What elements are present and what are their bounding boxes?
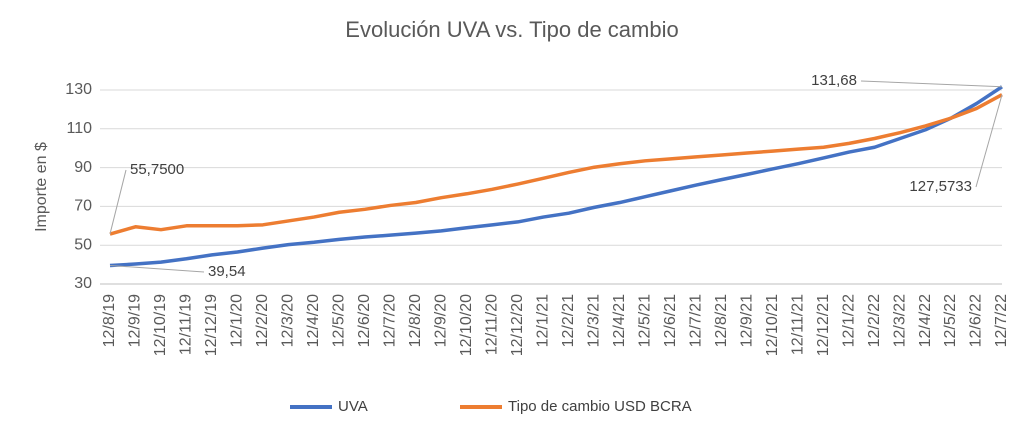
x-tick-label: 12/9/20	[433, 294, 450, 347]
y-tick-label: 90	[74, 159, 92, 176]
series-line	[109, 85, 1003, 268]
x-tick-label: 12/3/20	[280, 294, 297, 347]
series-line	[109, 93, 1003, 236]
x-tick-label: 12/2/20	[254, 294, 271, 347]
x-tick-label: 12/10/20	[458, 294, 475, 356]
y-tick-label: 70	[74, 198, 92, 215]
legend-label: UVA	[338, 398, 368, 415]
x-tick-label: 12/2/22	[866, 294, 883, 347]
chart-title: Evolución UVA vs. Tipo de cambio	[345, 17, 678, 42]
x-tick-label: 12/8/20	[407, 294, 424, 347]
x-tick-label: 12/9/19	[127, 294, 144, 347]
x-tick-label: 12/9/21	[738, 294, 755, 347]
data-label: 127,5733	[909, 178, 972, 195]
x-tick-label: 12/8/21	[713, 294, 730, 347]
x-tick-label: 12/5/22	[942, 294, 959, 347]
x-tick-label: 12/1/20	[229, 294, 246, 347]
x-tick-label: 12/7/21	[687, 294, 704, 347]
x-tick-label: 12/12/19	[203, 294, 220, 356]
x-tick-label: 12/11/20	[484, 294, 501, 355]
data-label: 131,68	[811, 72, 857, 89]
x-tick-label: 12/2/21	[560, 294, 577, 347]
data-label: 55,7500	[130, 161, 184, 178]
x-tick-label: 12/7/22	[993, 294, 1010, 347]
x-tick-label: 12/1/22	[840, 294, 857, 347]
x-tick-label: 12/4/21	[611, 294, 628, 347]
x-tick-label: 12/6/20	[356, 294, 373, 347]
data-label: 39,54	[208, 263, 246, 280]
x-tick-label: 12/4/22	[917, 294, 934, 347]
y-tick-label: 30	[74, 275, 92, 292]
x-tick-label: 12/6/21	[662, 294, 679, 347]
x-tick-label: 12/10/19	[152, 294, 169, 356]
annotation-leader	[109, 169, 127, 235]
annotation-leader	[975, 94, 1003, 188]
x-tick-label: 12/10/21	[764, 294, 781, 356]
x-tick-label: 12/11/21	[789, 294, 806, 355]
annotation-leader	[109, 264, 205, 273]
x-tick-label: 12/12/21	[815, 294, 832, 356]
y-tick-label: 50	[74, 236, 92, 253]
x-tick-label: 12/3/21	[585, 294, 602, 347]
x-tick-label: 12/6/22	[968, 294, 985, 347]
annotation-leader	[860, 80, 1003, 88]
x-tick-label: 12/4/20	[305, 294, 322, 347]
y-tick-label: 110	[66, 120, 92, 137]
legend-label: Tipo de cambio USD BCRA	[508, 398, 692, 415]
x-tick-label: 12/12/20	[509, 294, 526, 356]
x-tick-label: 12/3/22	[891, 294, 908, 347]
x-tick-label: 12/5/21	[636, 294, 653, 347]
x-tick-label: 12/5/20	[331, 294, 348, 347]
x-tick-label: 12/8/19	[101, 294, 118, 347]
x-tick-label: 12/7/20	[382, 294, 399, 347]
x-tick-label: 12/11/19	[178, 294, 195, 355]
x-tick-label: 12/1/21	[534, 294, 551, 347]
y-axis-label: Importe en $	[33, 142, 50, 232]
y-tick-label: 130	[65, 81, 92, 98]
